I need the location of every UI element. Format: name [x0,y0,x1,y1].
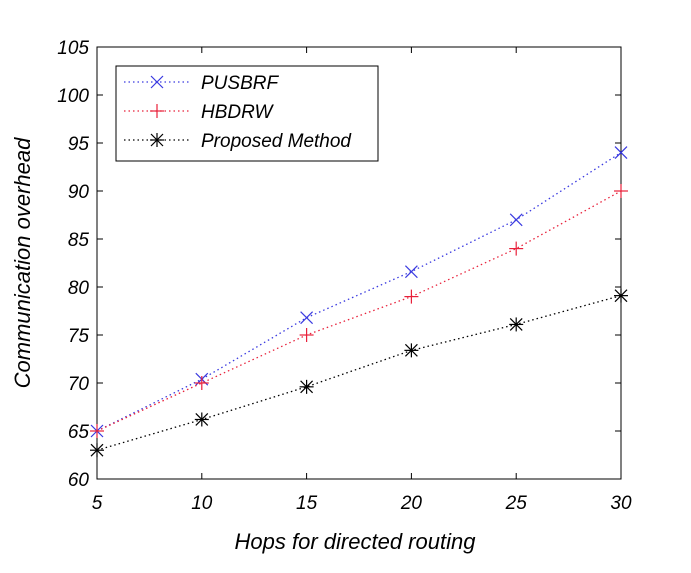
data-point [509,317,524,332]
y-tick-label: 85 [68,230,90,251]
y-tick-label: 65 [68,422,90,443]
x-tick-label: 30 [610,493,632,514]
x-axis-label: Hops for directed routing [235,529,477,554]
legend-box [115,65,379,162]
x-tick-label: 5 [92,493,103,514]
data-point [90,443,104,458]
legend-entry: HBDRW [124,102,274,123]
legend-entry: PUSBRF [124,73,279,94]
y-tick-label: 75 [68,326,90,347]
data-point [509,213,523,227]
y-tick-label: 105 [57,38,89,59]
data-point [509,241,524,256]
x-tick-label: 10 [191,493,213,514]
legend-marker [150,133,164,147]
series-hbdrw [90,184,628,438]
data-point [299,379,314,394]
x-tick-label: 15 [296,493,318,514]
data-point [300,311,314,325]
legend-marker [150,104,164,118]
legend-label: HBDRW [201,102,274,123]
series-line [96,294,622,451]
y-tick-label: 95 [68,134,90,155]
data-point [194,376,209,390]
series-line [96,152,622,432]
x-tick-label: 25 [505,493,528,514]
data-point [404,289,419,304]
data-point [614,184,628,198]
axis-ticks: 5 10 15 20 25 30 60 65 70 75 80 85 90 95 100 105 [57,38,632,514]
legend-marker [150,75,164,89]
y-tick-label: 90 [68,182,90,203]
data-point [194,412,209,427]
legend-entry: Proposed Method [124,131,352,152]
y-tick-label: 60 [68,470,90,491]
y-tick-label: 100 [57,86,89,107]
data-point [614,288,628,303]
series-layer [90,146,628,458]
x-tick-label: 20 [400,493,423,514]
series-line [96,190,622,432]
data-point [90,424,104,438]
legend: PUSBRF HBDRW Proposed Method [115,65,379,162]
data-point [404,265,418,279]
y-axis-label: Communication overhead [10,137,35,388]
y-tick-label: 80 [68,278,90,299]
series-proposed-method [90,288,628,458]
data-point [404,343,419,358]
data-point [614,146,628,160]
y-tick-label: 70 [68,374,90,395]
legend-label: Proposed Method [201,131,352,152]
data-point [299,328,314,342]
legend-label: PUSBRF [201,73,279,94]
